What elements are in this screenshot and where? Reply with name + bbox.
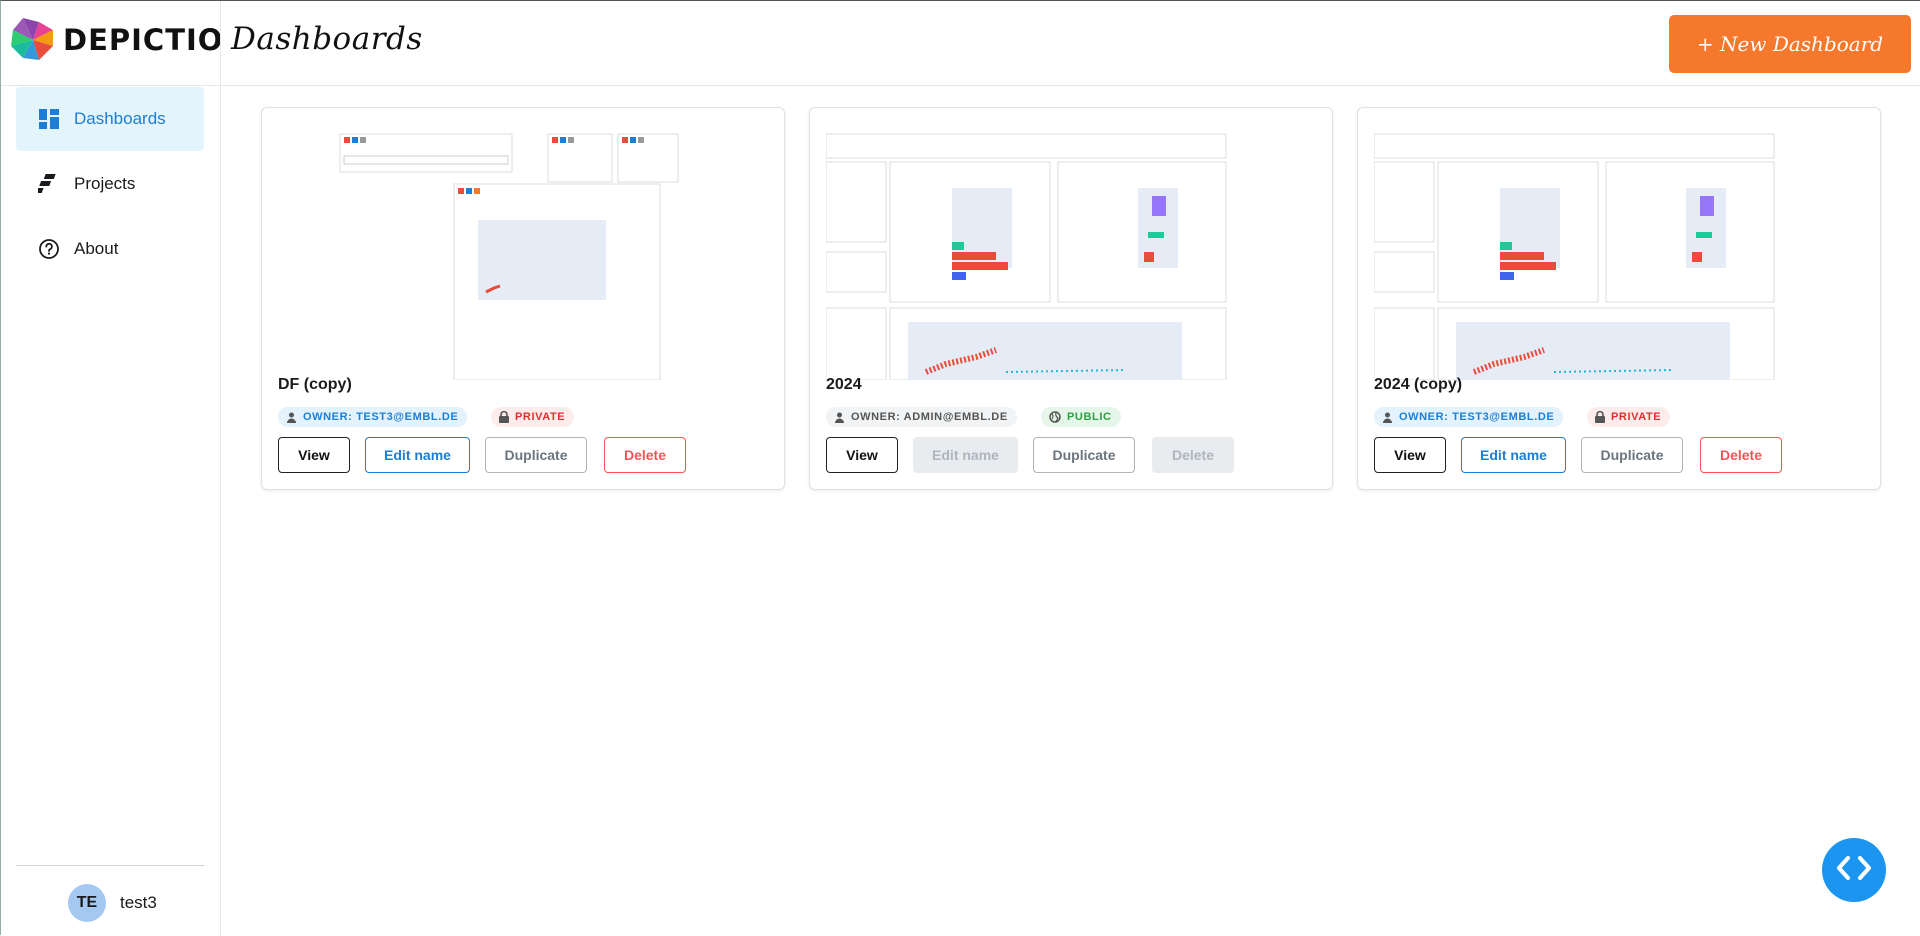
- sidebar-item-label: Dashboards: [74, 109, 166, 128]
- edit-name-button[interactable]: Edit name: [365, 437, 470, 473]
- dashboard-card: 2024 (copy) OWNER: TEST3@EMBL.DE PRIVATE…: [1357, 107, 1881, 490]
- sidebar: Dashboards Projects About TE test3: [1, 87, 220, 936]
- sidebar-item-about[interactable]: About: [16, 217, 204, 281]
- page-title: Dashboards: [231, 21, 423, 57]
- view-button[interactable]: View: [278, 437, 350, 473]
- sidebar-item-label: Projects: [74, 174, 136, 193]
- sidebar-divider: [220, 1, 221, 936]
- owner-badge: OWNER: ADMIN@EMBL.DE: [826, 407, 1017, 427]
- dashboard-title: 2024 (copy): [1374, 376, 1463, 393]
- user-name: test3: [120, 893, 157, 912]
- help-circle-icon: [38, 238, 60, 260]
- code-icon: [1834, 853, 1874, 888]
- depictio-logo-icon: [11, 18, 53, 60]
- user-menu[interactable]: TE test3: [68, 884, 157, 922]
- view-button[interactable]: View: [826, 437, 898, 473]
- duplicate-button[interactable]: Duplicate: [485, 437, 587, 473]
- dashboard-grid-icon: [38, 108, 60, 130]
- sidebar-item-projects[interactable]: Projects: [16, 152, 204, 216]
- header: DEPICTIO Dashboards + New Dashboard: [1, 1, 1920, 86]
- owner-badge: OWNER: TEST3@EMBL.DE: [1374, 407, 1564, 427]
- delete-button: Delete: [1152, 437, 1234, 473]
- visibility-badge: PUBLIC: [1041, 407, 1121, 427]
- dashboard-card: DF (copy) OWNER: TEST3@EMBL.DE PRIVATE V…: [261, 107, 785, 490]
- dashboard-card: 2024 OWNER: ADMIN@EMBL.DE PUBLIC View Ed…: [809, 107, 1333, 490]
- visibility-badge: PRIVATE: [1587, 407, 1671, 427]
- new-dashboard-button[interactable]: + New Dashboard: [1669, 15, 1911, 73]
- duplicate-button[interactable]: Duplicate: [1581, 437, 1683, 473]
- user-icon: [1382, 412, 1393, 423]
- visibility-badge: PRIVATE: [491, 407, 575, 427]
- globe-icon: [1049, 411, 1061, 423]
- dashboard-thumbnail[interactable]: [278, 122, 770, 380]
- user-icon: [286, 412, 297, 423]
- lock-icon: [499, 411, 509, 423]
- duplicate-button[interactable]: Duplicate: [1033, 437, 1135, 473]
- code-toggle-button[interactable]: [1822, 838, 1886, 902]
- owner-badge: OWNER: TEST3@EMBL.DE: [278, 407, 468, 427]
- delete-button[interactable]: Delete: [1700, 437, 1782, 473]
- dashboard-thumbnail[interactable]: [1374, 122, 1866, 380]
- edit-name-button: Edit name: [913, 437, 1018, 473]
- lock-icon: [1595, 411, 1605, 423]
- logo[interactable]: DEPICTIO: [9, 17, 223, 63]
- delete-button[interactable]: Delete: [604, 437, 686, 473]
- dashboard-thumbnail[interactable]: [826, 122, 1318, 380]
- dashboard-title: DF (copy): [278, 376, 352, 393]
- dashboard-title: 2024: [826, 376, 862, 393]
- view-button[interactable]: View: [1374, 437, 1446, 473]
- sidebar-separator: [16, 865, 204, 866]
- avatar: TE: [68, 884, 106, 922]
- sidebar-item-label: About: [74, 239, 119, 258]
- user-icon: [834, 412, 845, 423]
- edit-name-button[interactable]: Edit name: [1461, 437, 1566, 473]
- sidebar-item-dashboards[interactable]: Dashboards: [16, 87, 204, 151]
- app-name: DEPICTIO: [63, 23, 224, 57]
- projects-icon: [38, 173, 60, 195]
